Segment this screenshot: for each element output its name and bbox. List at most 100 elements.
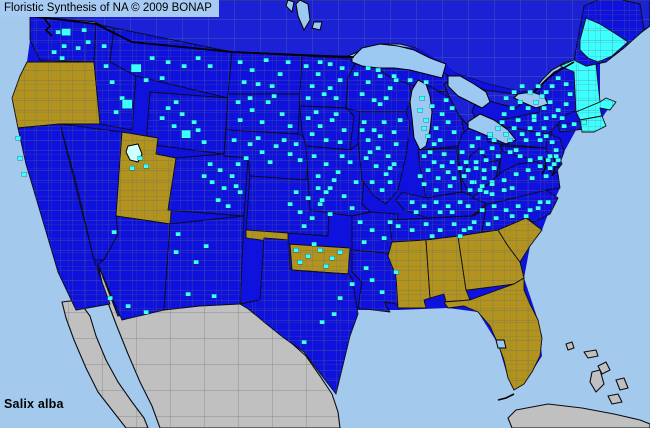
county-marker — [237, 59, 243, 65]
county-marker — [469, 179, 475, 185]
county-marker — [309, 83, 315, 89]
county-marker — [545, 157, 551, 163]
puget-sound-inlet — [43, 17, 53, 37]
county-marker — [429, 233, 435, 239]
county-texture — [576, 98, 616, 120]
county-marker — [449, 105, 455, 111]
county-marker — [385, 153, 391, 159]
county-marker — [561, 123, 567, 129]
county-marker — [507, 137, 513, 143]
county-marker — [451, 221, 457, 227]
county-marker — [421, 125, 427, 131]
county-marker — [419, 95, 425, 101]
county-marker — [255, 81, 261, 87]
county-marker — [165, 105, 171, 111]
county-marker — [341, 127, 347, 133]
county-marker — [473, 165, 479, 171]
county-marker — [371, 97, 377, 103]
county-marker — [363, 265, 369, 271]
county-marker — [327, 185, 333, 191]
lake-winnipeg — [295, 0, 311, 32]
county-marker — [457, 165, 463, 171]
county-marker — [207, 161, 213, 167]
county-marker — [159, 75, 165, 81]
county-marker — [247, 141, 253, 147]
county-marker — [495, 153, 501, 159]
county-marker — [237, 189, 243, 195]
us-canada-border — [29, 15, 355, 58]
county-marker — [365, 79, 371, 85]
county-texture — [18, 124, 110, 310]
county-marker — [451, 129, 457, 135]
county-marker — [527, 207, 533, 213]
county-marker — [535, 205, 541, 211]
county-marker — [255, 135, 261, 141]
county-marker — [277, 71, 283, 77]
county-texture — [12, 62, 100, 128]
county-marker — [363, 155, 369, 161]
county-marker — [525, 167, 531, 173]
county-marker — [171, 123, 177, 129]
map-title-bar: Floristic Synthesis of NA © 2009 BONAP — [0, 0, 219, 17]
county-marker — [305, 253, 311, 259]
county-marker — [543, 115, 549, 121]
county-marker — [361, 239, 367, 245]
county-marker — [323, 161, 329, 167]
county-marker — [547, 153, 553, 159]
county-marker — [337, 295, 343, 301]
county-marker — [423, 117, 429, 123]
county-marker — [317, 59, 323, 65]
county-marker — [111, 229, 117, 235]
county-marker — [109, 79, 115, 85]
county-marker — [457, 233, 463, 239]
county-marker — [527, 89, 533, 95]
county-marker — [581, 119, 587, 125]
county-texture — [164, 216, 244, 310]
county-marker — [431, 141, 437, 147]
county-marker — [461, 227, 467, 233]
county-texture — [500, 66, 576, 134]
region-cuba — [507, 403, 650, 428]
county-marker — [61, 43, 67, 49]
county-marker — [231, 137, 237, 143]
county-marker — [551, 161, 557, 167]
county-marker — [425, 133, 431, 139]
county-marker — [143, 77, 149, 83]
county-marker — [235, 161, 241, 167]
county-marker — [311, 241, 317, 247]
county-marker — [491, 203, 497, 209]
county-texture — [300, 106, 354, 150]
county-marker — [553, 147, 559, 153]
county-marker — [563, 81, 569, 87]
county-marker — [397, 117, 403, 123]
county-texture — [458, 230, 524, 290]
county-texture — [16, 0, 650, 92]
county-marker — [349, 281, 355, 287]
county-marker — [279, 111, 285, 117]
county-marker — [331, 177, 337, 183]
county-texture — [62, 300, 148, 428]
county-marker — [527, 157, 533, 163]
species-label: Salix alba — [4, 397, 64, 411]
county-marker — [431, 159, 437, 165]
county-marker — [509, 213, 515, 219]
county-marker — [339, 65, 345, 71]
county-marker — [519, 83, 525, 89]
county-marker — [181, 63, 187, 69]
county-marker — [483, 189, 489, 195]
county-marker — [85, 39, 91, 45]
county-marker — [457, 199, 463, 205]
county-marker — [21, 171, 27, 177]
county-marker — [309, 215, 315, 221]
county-marker — [203, 243, 209, 249]
county-marker — [509, 185, 515, 191]
county-marker — [541, 125, 547, 131]
county-marker — [391, 161, 397, 167]
county-marker — [523, 137, 529, 143]
county-marker — [369, 227, 375, 233]
county-marker — [195, 127, 201, 133]
county-marker — [381, 235, 387, 241]
county-marker — [101, 43, 107, 49]
county-marker — [445, 119, 451, 125]
